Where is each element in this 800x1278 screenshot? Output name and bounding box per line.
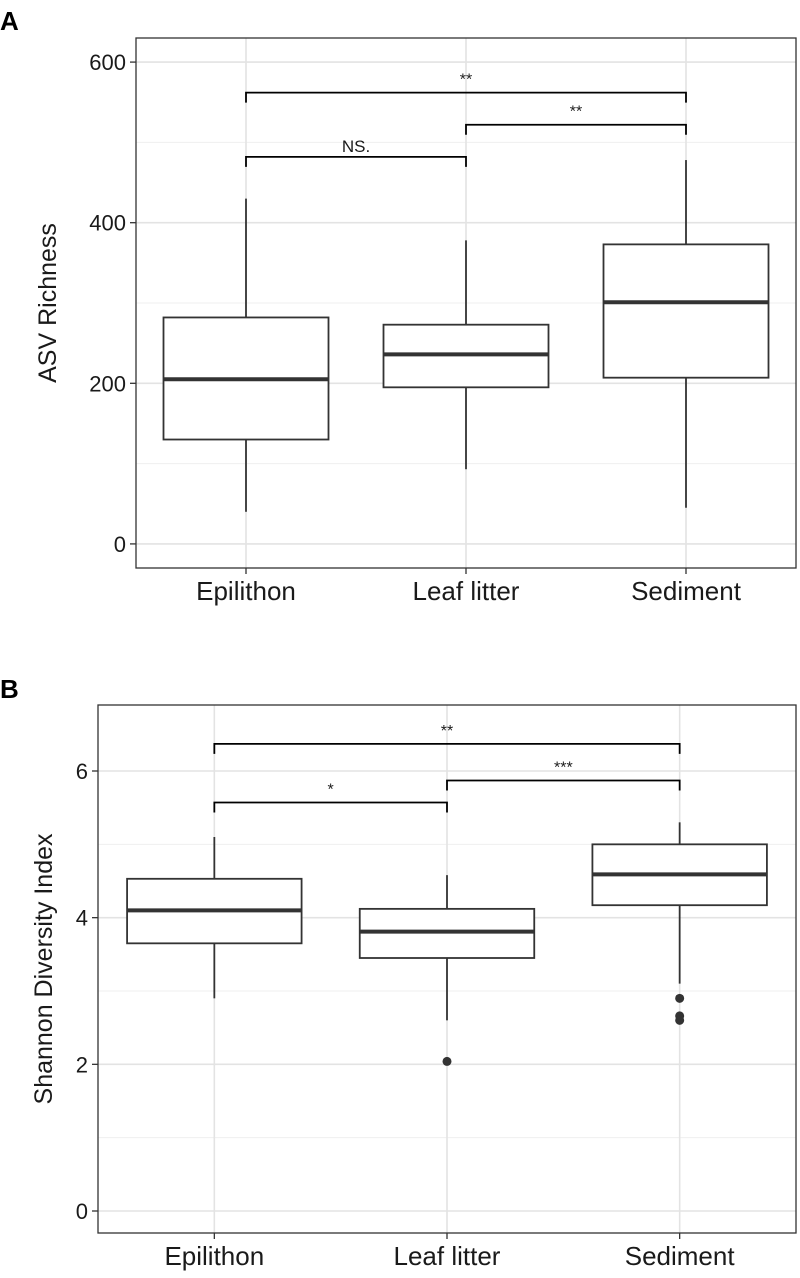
panel-border xyxy=(135,37,797,569)
significance-bracket: NS. xyxy=(245,137,467,167)
significance-label: NS. xyxy=(342,137,370,156)
significance-bracket: ** xyxy=(245,72,687,103)
boxplot-sediment xyxy=(591,822,768,1025)
y-tick-label: 2 xyxy=(76,1052,88,1077)
bracket-line xyxy=(213,801,448,813)
boxplot-leaf-litter xyxy=(382,240,550,470)
box xyxy=(602,243,770,379)
panel-label: B xyxy=(0,674,19,704)
x-tick-label: Sediment xyxy=(631,576,742,606)
y-tick-label: 6 xyxy=(76,759,88,784)
x-tick-label: Epilithon xyxy=(196,576,296,606)
significance-label: ** xyxy=(570,104,582,121)
significance-label: ** xyxy=(441,723,453,740)
boxplot-sediment xyxy=(602,160,770,508)
panel-border xyxy=(97,704,797,1234)
significance-bracket: *** xyxy=(446,760,681,791)
bracket-line xyxy=(465,123,687,135)
outlier-point xyxy=(442,1056,452,1066)
chart-panel-a: A 0 200 400 600 Epilithon Leaf litter Sediment A… xyxy=(0,6,797,606)
y-tick-label: 4 xyxy=(76,906,88,931)
significance-label: ** xyxy=(460,72,472,89)
y-tick-label: 0 xyxy=(114,532,126,557)
chart-panel-b: B 0 2 4 6 Epilithon Leaf litter Sediment Shannon… xyxy=(0,674,797,1271)
significance-label: * xyxy=(328,782,334,799)
boxplot-epilithon xyxy=(162,198,330,512)
boxplot-leaf-litter xyxy=(358,875,536,1066)
panel-label: A xyxy=(0,6,19,36)
outlier-point xyxy=(675,993,685,1003)
x-tick-label: Leaf litter xyxy=(394,1241,501,1271)
bracket-line xyxy=(245,91,687,103)
y-tick-label: 0 xyxy=(76,1199,88,1224)
boxplot-epilithon xyxy=(126,837,303,999)
bracket-line xyxy=(245,155,467,167)
x-tick-label: Epilithon xyxy=(164,1241,264,1271)
x-tick-label: Leaf litter xyxy=(413,576,520,606)
outlier-point xyxy=(675,1015,685,1025)
significance-label: *** xyxy=(554,760,573,777)
bracket-line xyxy=(446,779,681,791)
significance-bracket: ** xyxy=(213,723,681,754)
y-tick-label: 600 xyxy=(89,50,126,75)
y-axis-title: Shannon Diversity Index xyxy=(30,833,58,1104)
y-tick-label: 200 xyxy=(89,371,126,396)
x-tick-label: Sediment xyxy=(625,1241,736,1271)
y-axis-title: ASV Richness xyxy=(34,223,62,383)
y-tick-label: 400 xyxy=(89,211,126,236)
significance-bracket: * xyxy=(213,782,448,813)
bracket-line xyxy=(213,742,681,754)
significance-bracket: ** xyxy=(465,104,687,135)
